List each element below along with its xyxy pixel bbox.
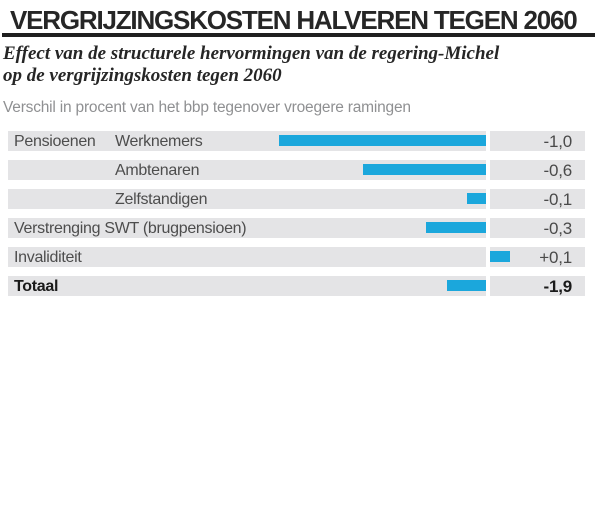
bar-track: Totaal — [8, 276, 486, 296]
chart-row: Zelfstandigen -0,1 — [8, 189, 585, 209]
row-value: -0,3 — [543, 219, 573, 238]
row-bar — [279, 135, 486, 146]
bar-track: Ambtenaren — [8, 160, 486, 180]
bar-track: Pensioenen Werknemers — [8, 131, 486, 151]
row-value: -0,6 — [543, 161, 573, 180]
row-bar — [467, 193, 486, 204]
row-value-cell: -0,6 — [490, 160, 585, 180]
row-bar — [426, 222, 486, 233]
chart-row: Invaliditeit +0,1 — [8, 247, 585, 267]
row-sublabel: Werknemers — [115, 133, 203, 150]
row-bar — [490, 251, 510, 262]
row-group-label: Invaliditeit — [14, 249, 82, 266]
bar-track: Invaliditeit — [8, 247, 486, 267]
row-group-label: Verstrenging SWT (brugpensioen) — [14, 220, 247, 237]
row-value-cell: +0,1 — [490, 247, 585, 267]
row-sublabel: Ambtenaren — [115, 162, 200, 179]
row-group-label: Pensioenen — [14, 133, 96, 150]
row-value-cell: -1,9 — [490, 276, 585, 296]
row-value-cell: -0,1 — [490, 189, 585, 209]
page-title: VERGRIJZINGSKOSTEN HALVEREN TEGEN 2060 — [10, 5, 578, 35]
row-value: -1,0 — [543, 132, 573, 151]
subtitle-line-2: op de vergrijzingskosten tegen 2060 — [3, 65, 282, 86]
bar-chart: Pensioenen Werknemers -1,0 Ambtenaren -0,6 Ze… — [8, 131, 585, 305]
row-sublabel: Zelfstandigen — [115, 191, 208, 208]
row-bar — [363, 164, 486, 175]
chart-row: Totaal -1,9 — [8, 276, 585, 296]
row-value-cell: -0,3 — [490, 218, 585, 238]
title-rule — [2, 33, 595, 37]
chart-unit-note: Verschil in procent van het bbp tegenove… — [3, 99, 411, 116]
bar-track: Zelfstandigen — [8, 189, 486, 209]
chart-row: Verstrenging SWT (brugpensioen) -0,3 — [8, 218, 585, 238]
row-value: +0,1 — [539, 248, 572, 267]
bar-track: Verstrenging SWT (brugpensioen) — [8, 218, 486, 238]
row-group-label: Totaal — [14, 278, 59, 295]
chart-row: Pensioenen Werknemers -1,0 — [8, 131, 585, 151]
chart-row: Ambtenaren -0,6 — [8, 160, 585, 180]
row-value-cell: -1,0 — [490, 131, 585, 151]
subtitle: Effect van de structurele hervormingen v… — [3, 43, 543, 87]
row-bar — [447, 280, 486, 291]
subtitle-line-1: Effect van de structurele hervormingen v… — [3, 43, 500, 64]
row-value: -0,1 — [543, 190, 573, 209]
row-value: -1,9 — [543, 277, 573, 296]
